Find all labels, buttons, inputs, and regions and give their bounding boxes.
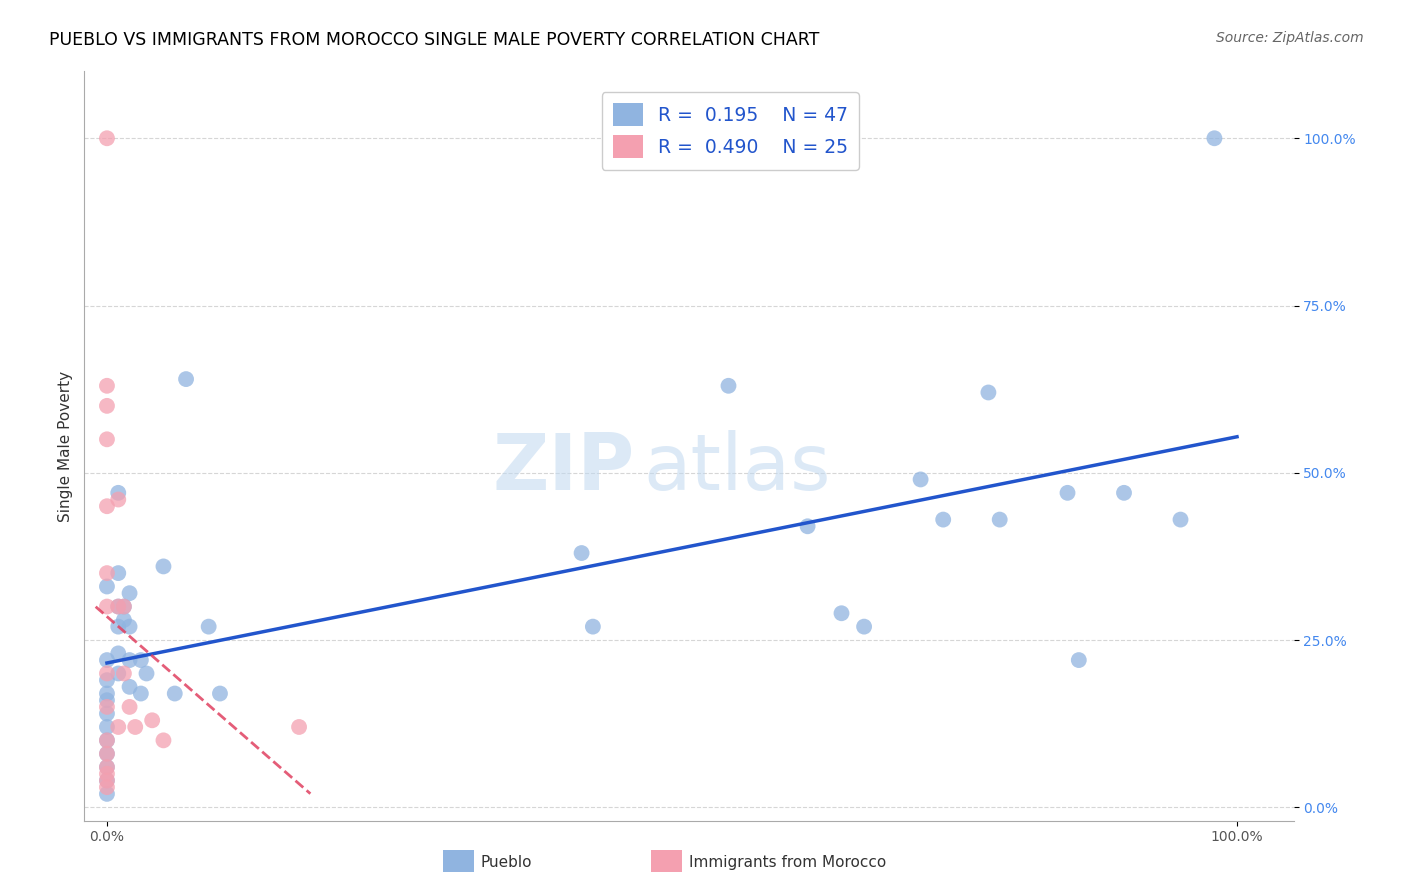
Point: [96, 720, 118, 734]
Point: [96, 599, 118, 614]
Point: [1204, 131, 1226, 145]
Point: [107, 492, 129, 507]
Point: [96, 773, 118, 788]
Point: [141, 714, 163, 728]
Point: [112, 599, 135, 614]
Point: [118, 680, 141, 694]
Point: [288, 720, 311, 734]
Point: [96, 733, 118, 747]
Point: [107, 620, 129, 634]
Point: [208, 687, 231, 701]
Point: [118, 653, 141, 667]
Point: [112, 666, 135, 681]
Point: [717, 379, 740, 393]
Point: [96, 760, 118, 774]
Point: [174, 372, 197, 386]
Point: [118, 620, 141, 634]
Point: [582, 620, 605, 634]
Point: [107, 599, 129, 614]
Point: [96, 673, 118, 688]
Point: [977, 385, 1000, 400]
Point: [107, 646, 129, 660]
Point: [118, 586, 141, 600]
Point: [107, 599, 129, 614]
Point: [96, 747, 118, 761]
Point: [96, 399, 118, 413]
Point: [96, 580, 118, 594]
Point: [96, 787, 118, 801]
Point: [853, 620, 876, 634]
Point: [163, 687, 186, 701]
Point: [96, 733, 118, 747]
Point: [96, 706, 118, 721]
Point: [112, 613, 135, 627]
Point: [1067, 653, 1090, 667]
Point: [129, 653, 152, 667]
Point: [107, 486, 129, 500]
Point: [96, 780, 118, 795]
Point: [107, 666, 129, 681]
Point: [988, 513, 1011, 527]
Point: [831, 607, 853, 621]
Point: [96, 700, 118, 714]
Point: [96, 687, 118, 701]
Point: [96, 500, 118, 514]
Point: [796, 519, 818, 533]
Text: Immigrants from Morocco: Immigrants from Morocco: [689, 855, 886, 870]
Point: [112, 599, 135, 614]
Point: [129, 687, 152, 701]
Point: [96, 131, 118, 145]
Point: [96, 566, 118, 581]
Text: Pueblo: Pueblo: [481, 855, 533, 870]
Point: [96, 747, 118, 761]
Point: [152, 559, 174, 574]
Point: [96, 693, 118, 707]
Point: [910, 473, 932, 487]
Point: [107, 720, 129, 734]
Point: [118, 700, 141, 714]
Point: [96, 767, 118, 781]
Point: [96, 773, 118, 788]
Point: [571, 546, 593, 560]
Legend: R =  0.195    N = 47, R =  0.490    N = 25: R = 0.195 N = 47, R = 0.490 N = 25: [602, 92, 859, 169]
Point: [135, 666, 157, 681]
Point: [96, 379, 118, 393]
Point: [96, 433, 118, 447]
Point: [124, 720, 146, 734]
Text: ZIP: ZIP: [492, 431, 634, 507]
Text: PUEBLO VS IMMIGRANTS FROM MOROCCO SINGLE MALE POVERTY CORRELATION CHART: PUEBLO VS IMMIGRANTS FROM MOROCCO SINGLE…: [49, 31, 820, 49]
Point: [107, 566, 129, 581]
Point: [1056, 486, 1078, 500]
Text: atlas: atlas: [643, 431, 831, 507]
Y-axis label: Single Male Poverty: Single Male Poverty: [58, 370, 73, 522]
Point: [1170, 513, 1192, 527]
Point: [197, 620, 219, 634]
Point: [932, 513, 955, 527]
Point: [96, 760, 118, 774]
Point: [1112, 486, 1135, 500]
Point: [96, 653, 118, 667]
Point: [152, 733, 174, 747]
Text: Source: ZipAtlas.com: Source: ZipAtlas.com: [1216, 31, 1364, 45]
Point: [96, 666, 118, 681]
